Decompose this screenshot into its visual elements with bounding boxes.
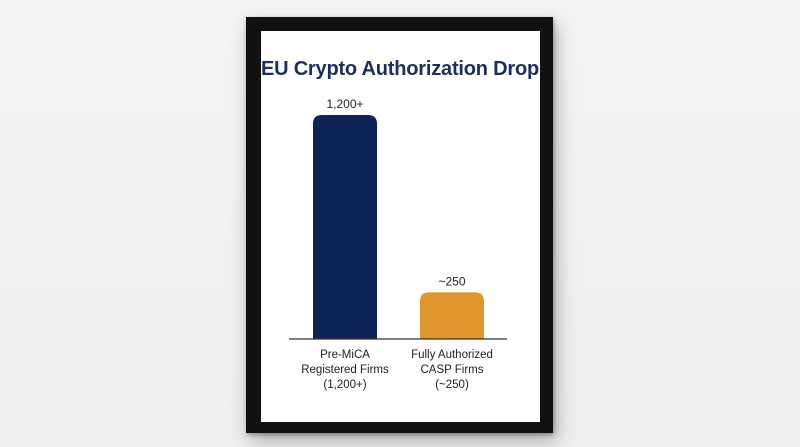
category-label-0-line-2: (1,200+) [323,379,366,391]
frame-mat [261,31,540,422]
category-label-0-line-0: Pre-MiCA [320,349,370,361]
category-label-1-line-1: CASP Firms [420,364,483,376]
data-label-1: ~250 [438,274,465,288]
category-label-0-line-1: Registered Firms [301,364,389,376]
bar-1 [420,292,484,339]
chart-title: EU Crypto Authorization Drop [260,58,540,80]
data-label-0: 1,200+ [326,97,363,111]
category-label-1-line-0: Fully Authorized [411,349,493,361]
bar-0 [313,115,377,339]
category-label-1-line-2: (~250) [435,379,469,391]
